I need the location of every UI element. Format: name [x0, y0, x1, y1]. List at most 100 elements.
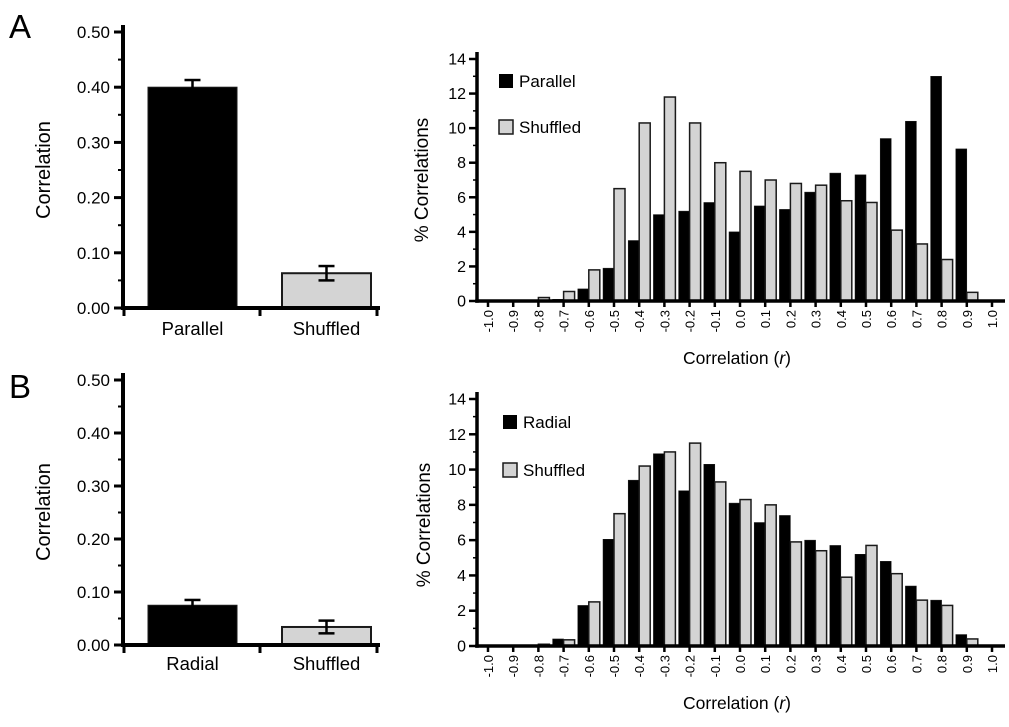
y-tick-label: 0.10 [77, 583, 110, 602]
x-tick-label: 0.3 [809, 655, 824, 673]
x-tick-label: 1.0 [985, 655, 1000, 673]
x-tick-label: 0.7 [909, 655, 924, 673]
x-tick-label: 0.7 [909, 310, 924, 328]
x-axis-title: Correlation (r) [683, 348, 791, 368]
hist-bar-radial [930, 599, 942, 647]
x-tick-label: 0.1 [758, 310, 773, 328]
hist-bar-shuffled [588, 601, 601, 647]
x-tick-label: -0.2 [683, 310, 698, 332]
x-tick-label: -0.1 [708, 310, 723, 332]
y-axis-title: Correlation [33, 463, 55, 561]
y-tick-label: 8 [457, 155, 466, 172]
hist-bar-shuffled [613, 187, 626, 302]
hist-bar-radial [703, 464, 716, 647]
hist-bar-radial [804, 539, 816, 647]
hist-bar-parallel [577, 288, 590, 302]
y-tick-label: 0.40 [77, 78, 110, 97]
hist-bar-shuffled [764, 504, 777, 647]
x-tick-label: -0.6 [582, 310, 597, 332]
y-tick-label: 14 [448, 52, 466, 69]
category-label-shuffled: Shuffled [293, 318, 361, 339]
hist-bar-shuffled [915, 243, 929, 302]
y-tick-label: 0.30 [77, 133, 110, 152]
y-axis-title: Correlation [33, 121, 55, 219]
hist-bar-shuffled [890, 572, 903, 647]
hist-bar-radial [879, 561, 892, 647]
hist-bar-shuffled [588, 269, 601, 302]
legend-swatch-shuffled [502, 462, 518, 478]
x-tick-label: 0.4 [834, 655, 849, 673]
hist-bar-parallel [703, 202, 716, 302]
x-tick-label: 0.2 [783, 310, 798, 328]
hist-bar-parallel [627, 240, 640, 302]
hist-bar-shuffled [638, 465, 651, 647]
panel-label-a: A [9, 8, 32, 45]
x-tick-label: 0.1 [758, 655, 773, 673]
hist-bar-parallel [753, 205, 766, 302]
hist-bar-shuffled [739, 170, 752, 302]
hist-bar-shuffled [663, 96, 677, 302]
legend-label-parallel: Parallel [519, 72, 576, 91]
y-tick-label: 0 [457, 294, 466, 311]
x-tick-label: -0.5 [607, 655, 622, 677]
chart-panel-a-bar: Parallel Shuffled 0.00 0.10 0.20 0.30 0.40 0.50… [33, 23, 380, 339]
hist-bar-radial [779, 515, 791, 647]
y-tick-label: 10 [448, 121, 466, 138]
x-tick-label: -0.9 [506, 655, 521, 677]
y-tick-label: 12 [448, 427, 466, 444]
hist-bar-parallel [955, 148, 968, 302]
x-axis-title: Correlation (r) [683, 693, 791, 713]
x-tick-label: 0.9 [960, 310, 975, 328]
x-tick-label: 0.0 [733, 655, 748, 673]
y-tick-label: 0.30 [77, 477, 110, 496]
legend-swatch-shuffled [498, 119, 514, 135]
bar-parallel [147, 86, 238, 309]
hist-bar-shuffled [940, 258, 954, 302]
x-tick-label: -0.4 [632, 655, 647, 677]
category-label-shuffled: Shuffled [293, 653, 361, 674]
hist-bar-parallel [829, 172, 842, 302]
hist-bar-shuffled [688, 122, 702, 302]
x-tick-label: -0.7 [557, 655, 572, 677]
hist-bar-shuffled [865, 201, 878, 302]
legend-item-shuffled: Shuffled [502, 461, 585, 480]
x-tick-label: -0.7 [557, 310, 572, 332]
y-tick-label: 0 [457, 639, 466, 656]
hist-bar-parallel [779, 209, 791, 302]
x-tick-label: 0.6 [884, 655, 899, 673]
x-tick-label: -0.1 [708, 655, 723, 677]
hist-bar-radial [905, 585, 917, 647]
x-tick-label: 0.4 [834, 310, 849, 328]
hist-bar-radial [577, 605, 590, 647]
x-tick-label: 0.5 [859, 310, 874, 328]
y-tick-label: 0.00 [77, 636, 110, 655]
hist-bar-radial [854, 554, 867, 647]
hist-bar-parallel [804, 191, 816, 302]
hist-bar-parallel [602, 267, 615, 302]
x-tick-label: 0.8 [935, 655, 950, 673]
y-tick-label: 0.00 [77, 299, 110, 318]
hist-bar-radial [728, 502, 741, 647]
hist-bar-radial [753, 522, 766, 647]
chart-panel-b-bar: Radial Shuffled 0.00 0.10 0.20 0.30 0.40 0.50 Co… [33, 371, 380, 674]
x-tick-label: 0.6 [884, 310, 899, 328]
x-tick-label: -0.6 [582, 655, 597, 677]
y-tick-label: 0.50 [77, 371, 110, 390]
y-tick-label: 8 [457, 497, 466, 514]
hist-bar-shuffled [739, 498, 752, 647]
hist-bar-parallel [905, 120, 917, 302]
hist-bar-radial [829, 545, 842, 647]
hist-bar-shuffled [840, 199, 853, 302]
hist-bar-radial [627, 479, 640, 647]
y-axis-title: % Correlations [414, 463, 435, 588]
y-tick-label: 0.20 [77, 530, 110, 549]
y-tick-label: 2 [457, 259, 466, 276]
hist-bar-shuffled [865, 544, 878, 647]
x-tick-label: -0.4 [632, 310, 647, 332]
legend-label-radial: Radial [523, 413, 571, 432]
x-tick-label: 0.2 [783, 655, 798, 673]
x-tick-label: 0.9 [960, 655, 975, 673]
